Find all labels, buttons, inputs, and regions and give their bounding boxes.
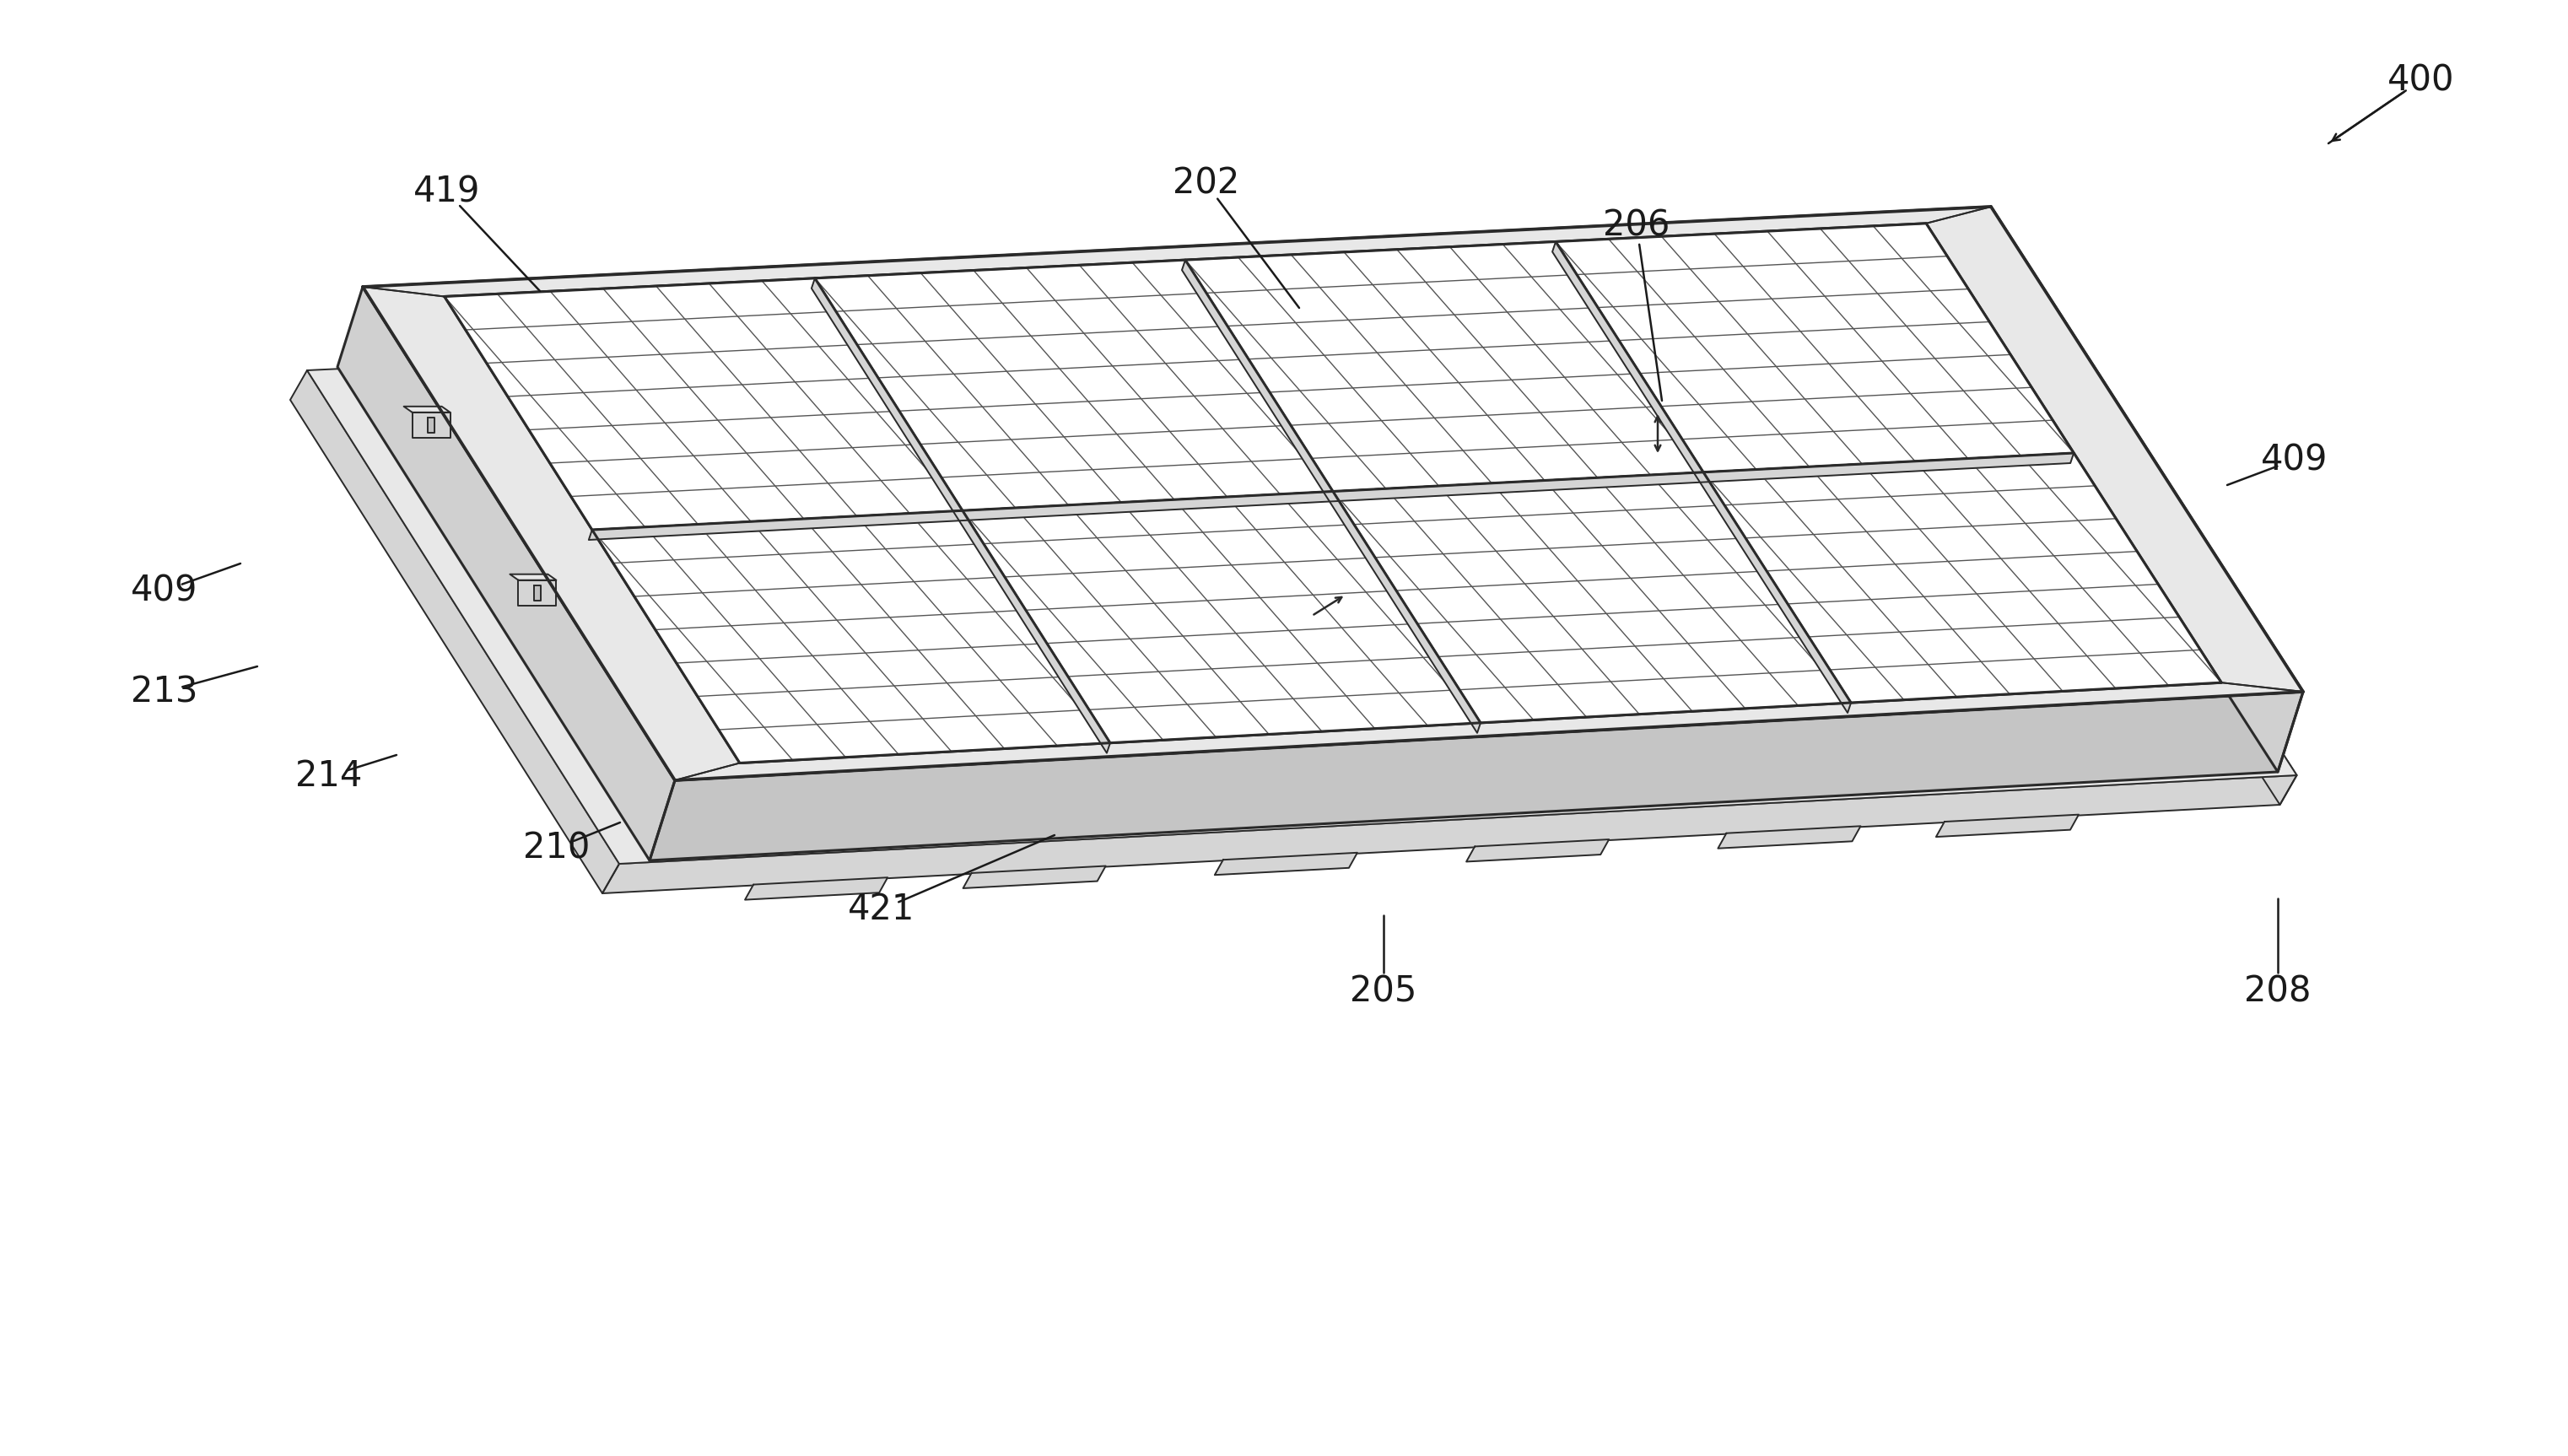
- Polygon shape: [1936, 814, 2078, 837]
- Polygon shape: [1333, 472, 1852, 722]
- Text: 409: 409: [2262, 443, 2329, 478]
- Polygon shape: [534, 585, 542, 600]
- Text: 419: 419: [413, 175, 480, 210]
- Polygon shape: [603, 775, 2296, 894]
- Text: 206: 206: [1602, 208, 1669, 243]
- Polygon shape: [290, 370, 619, 894]
- Polygon shape: [413, 412, 449, 438]
- Text: 210: 210: [524, 830, 591, 865]
- Polygon shape: [963, 491, 1482, 743]
- Text: 213: 213: [131, 674, 198, 709]
- Polygon shape: [308, 290, 2296, 863]
- Polygon shape: [519, 579, 557, 606]
- Polygon shape: [444, 223, 2221, 763]
- Polygon shape: [593, 511, 1109, 763]
- Text: 208: 208: [2244, 974, 2311, 1009]
- Text: 409: 409: [131, 572, 198, 609]
- Polygon shape: [814, 261, 1333, 511]
- Polygon shape: [1926, 207, 2303, 692]
- Polygon shape: [511, 574, 557, 579]
- Polygon shape: [1965, 207, 2303, 772]
- Polygon shape: [811, 278, 1109, 753]
- Polygon shape: [362, 207, 2303, 780]
- Polygon shape: [403, 406, 449, 412]
- Polygon shape: [362, 207, 1990, 297]
- Polygon shape: [1551, 242, 1852, 713]
- Polygon shape: [1466, 840, 1610, 862]
- Text: 400: 400: [2388, 63, 2455, 98]
- Polygon shape: [1703, 453, 2221, 703]
- Text: 421: 421: [847, 891, 914, 927]
- Polygon shape: [963, 866, 1107, 888]
- Polygon shape: [1967, 290, 2296, 805]
- Text: 202: 202: [1174, 166, 1240, 201]
- Polygon shape: [1556, 223, 2075, 472]
- Polygon shape: [444, 278, 963, 530]
- Polygon shape: [675, 683, 2303, 780]
- Polygon shape: [1718, 826, 1862, 849]
- Polygon shape: [1186, 242, 1703, 491]
- Polygon shape: [650, 692, 2303, 860]
- Polygon shape: [1181, 261, 1482, 732]
- Polygon shape: [1215, 853, 1358, 875]
- Polygon shape: [745, 878, 889, 900]
- Polygon shape: [429, 418, 434, 432]
- Text: 205: 205: [1351, 974, 1418, 1009]
- Polygon shape: [588, 453, 2075, 540]
- Text: 214: 214: [295, 759, 362, 794]
- Polygon shape: [362, 287, 740, 780]
- Polygon shape: [336, 287, 675, 860]
